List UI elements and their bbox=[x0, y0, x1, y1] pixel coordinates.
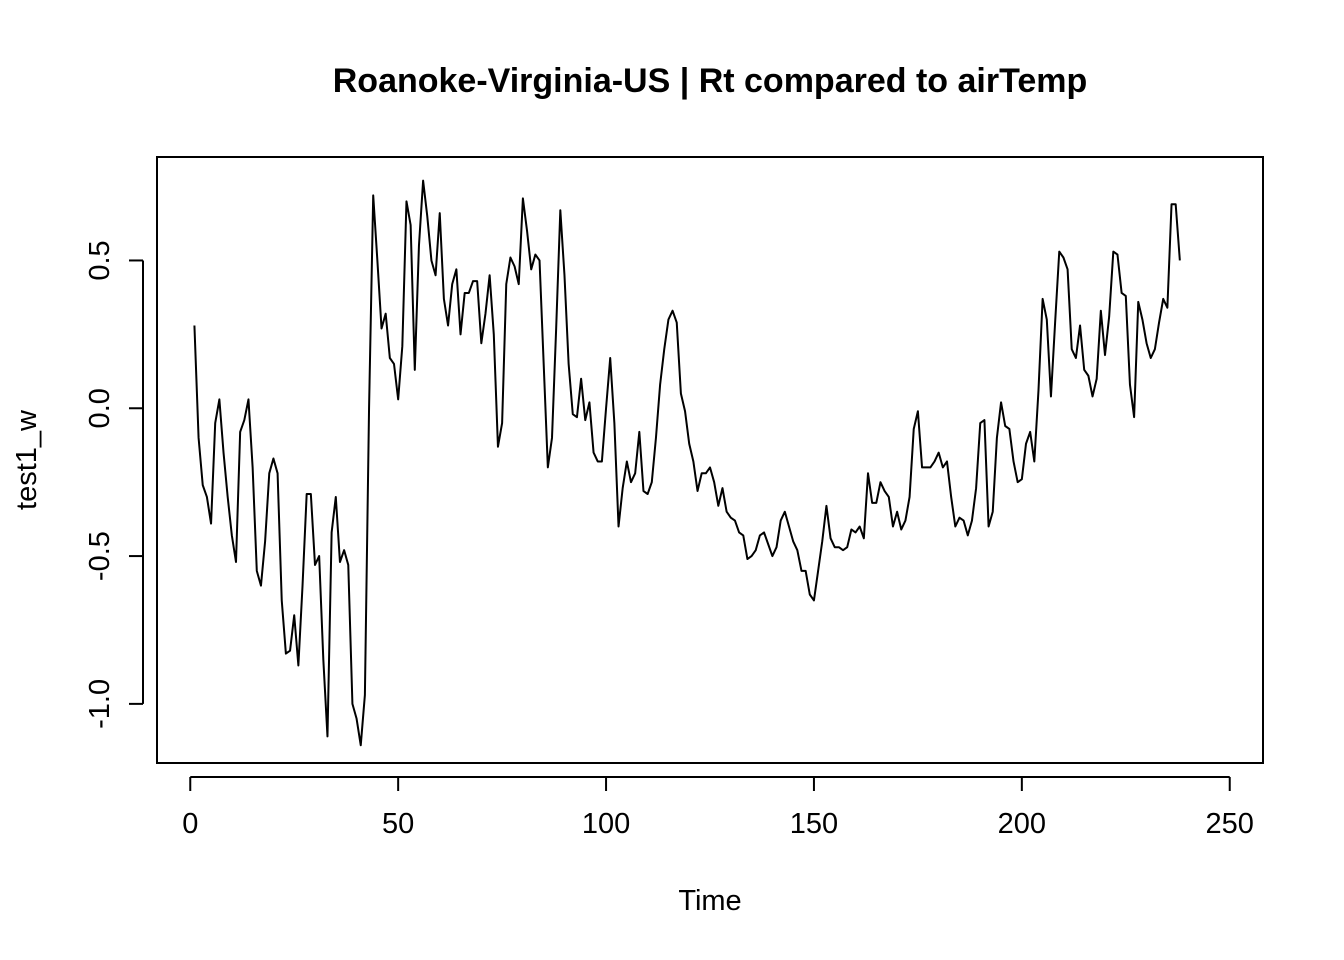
y-tick-label: -0.5 bbox=[84, 531, 116, 581]
y-axis: -1.0 -0.5 0.0 0.5 bbox=[84, 240, 144, 729]
x-tick-label: 200 bbox=[998, 808, 1046, 840]
series-group bbox=[193, 179, 1181, 747]
x-tick-label: 50 bbox=[382, 808, 414, 840]
y-tick-label: -1.0 bbox=[84, 679, 116, 729]
x-axis: 0 50 100 150 200 250 bbox=[182, 776, 1254, 840]
x-axis-label: Time bbox=[678, 885, 741, 917]
y-tick-label: 0.0 bbox=[84, 388, 116, 428]
series-line bbox=[193, 179, 1181, 747]
plot-frame bbox=[156, 156, 1264, 764]
chart-title: Roanoke-Virginia-US | Rt compared to air… bbox=[333, 62, 1088, 100]
y-tick-label: 0.5 bbox=[84, 240, 116, 280]
x-tick-label: 0 bbox=[182, 808, 198, 840]
x-tick-label: 150 bbox=[790, 808, 838, 840]
x-tick-label: 250 bbox=[1206, 808, 1254, 840]
y-axis-label: test1_w bbox=[11, 409, 43, 510]
x-tick-label: 100 bbox=[582, 808, 630, 840]
